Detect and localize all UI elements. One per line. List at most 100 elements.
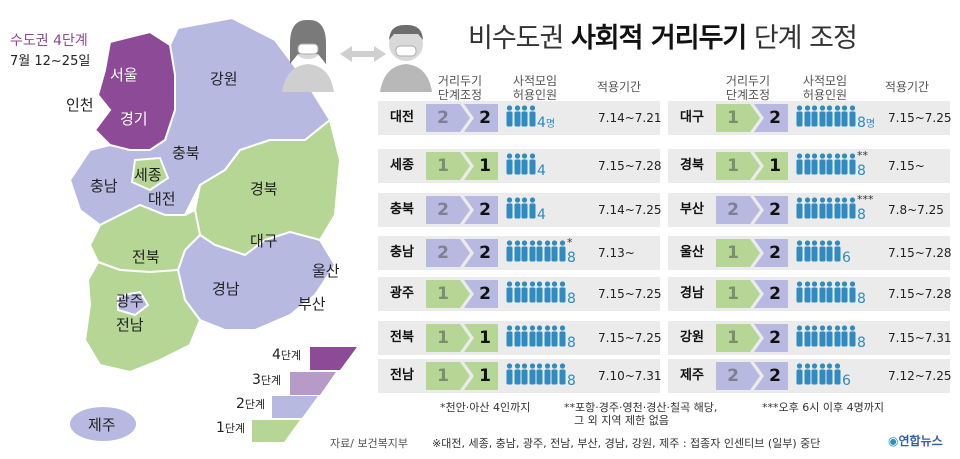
people-illustration [282, 19, 432, 92]
person-icon [834, 363, 840, 385]
header-period-left: 적용기간 [596, 80, 642, 94]
period: 7.13~ [598, 246, 635, 260]
person-icon [804, 325, 810, 347]
person-icon [544, 240, 550, 262]
table-row: 경북 1 1 8 ** 7.15~ [668, 149, 950, 183]
level-from: 1 [727, 328, 739, 348]
person-icon [804, 281, 810, 303]
table-row: 대전 2 2 4명 7.14~7.21 [378, 101, 662, 135]
person-icon [544, 325, 550, 347]
level-chevron-icon [716, 104, 788, 132]
map-label-chungnam: 충남 [90, 177, 118, 195]
level-to: 2 [479, 200, 491, 220]
region-name: 경북 [680, 158, 704, 173]
person-icon [559, 363, 565, 385]
man-hair-icon [389, 24, 423, 40]
person-icon [834, 325, 840, 347]
people-count: 8 [567, 335, 576, 351]
person-icon [819, 240, 825, 262]
level-from: 2 [727, 200, 739, 220]
period: 7.15~7.28 [598, 159, 662, 173]
region-name: 세종 [390, 158, 414, 173]
period: 7.10~7.31 [598, 369, 662, 383]
logo-globe-icon: ◉ [888, 434, 899, 448]
person-icon [506, 281, 513, 303]
level-to: 1 [479, 366, 491, 386]
map-label-busan: 부산 [298, 295, 326, 313]
person-icon [811, 281, 818, 303]
person-icon [521, 325, 528, 347]
person-icon [551, 363, 558, 385]
people-count: 6 [842, 250, 851, 266]
period: 7.15~7.25 [888, 111, 952, 125]
korea-map: 서울 인천 경기 강원 충북 충남 세종 대전 경북 대구 울산 전북 경남 부… [66, 16, 357, 442]
person-icon [819, 363, 825, 385]
level-to: 2 [479, 243, 491, 263]
header-people-right: 사적모임 허용인원 [802, 74, 848, 102]
person-icon [506, 153, 513, 175]
people-count: 4 [537, 207, 546, 223]
people-count: 4 [537, 163, 546, 179]
map-label-gyeongnam: 경남 [212, 280, 240, 298]
people-count: 6 [842, 373, 851, 389]
person-icon [514, 105, 520, 127]
note-busan: ***오후 6시 이후 4명까지 [762, 401, 884, 414]
map-label-seoul: 서울 [110, 66, 138, 84]
level-chevron-icon [426, 280, 498, 308]
level-from: 1 [437, 328, 449, 348]
people-icons [796, 325, 856, 351]
legend-label-4: 4단계 [272, 347, 302, 363]
table-row: 부산 2 2 8 *** 7.8~7.25 [668, 193, 950, 227]
person-icon [841, 153, 848, 175]
person-icon [841, 105, 848, 127]
person-icon [544, 281, 550, 303]
period: 7.15~7.28 [888, 246, 952, 260]
map-label-daegu: 대구 [250, 232, 278, 250]
header-people-left: 사적모임 허용인원 [512, 74, 558, 102]
people-count: 8 [857, 207, 866, 223]
person-icon [521, 363, 528, 385]
footnote-mark: *** [857, 193, 874, 206]
level-to: 1 [769, 156, 781, 176]
legend-swatch-2 [272, 396, 318, 418]
period: 7.8~7.25 [888, 203, 944, 217]
map-label-ulsan: 울산 [312, 262, 340, 280]
table-row: 전북 1 1 8 7.15~7.25 [378, 321, 662, 355]
level-to: 2 [769, 243, 781, 263]
table-row: 전남 1 1 8 7.10~7.31 [378, 359, 662, 393]
level-from: 1 [727, 284, 739, 304]
person-icon [521, 105, 528, 127]
people-icons [796, 281, 856, 307]
person-icon [559, 281, 565, 303]
map-label-incheon: 인천 [66, 96, 94, 114]
person-icon [826, 363, 833, 385]
person-icon [849, 325, 855, 347]
header-period-right: 적용기간 [884, 80, 930, 94]
footnote-mark: ** [857, 149, 868, 162]
level-from: 2 [727, 366, 739, 386]
person-icon [529, 363, 535, 385]
legend-label-2: 2단계 [236, 396, 266, 412]
person-icon [536, 240, 543, 262]
level-chevron-icon [716, 152, 788, 180]
person-icon [551, 325, 558, 347]
people-icons [796, 363, 841, 389]
person-icon [841, 281, 848, 303]
person-icon [849, 197, 855, 219]
person-icon [849, 153, 855, 175]
level-from: 2 [437, 108, 449, 128]
table-row: 충남 2 2 8 * 7.13~ [378, 236, 660, 270]
person-icon [529, 325, 535, 347]
legend-swatch-1 [252, 420, 300, 442]
header-level-right: 거리두기 단계조정 [725, 74, 771, 102]
person-icon [811, 363, 818, 385]
person-icon [819, 153, 825, 175]
person-icon [521, 153, 528, 175]
person-icon [826, 240, 833, 262]
